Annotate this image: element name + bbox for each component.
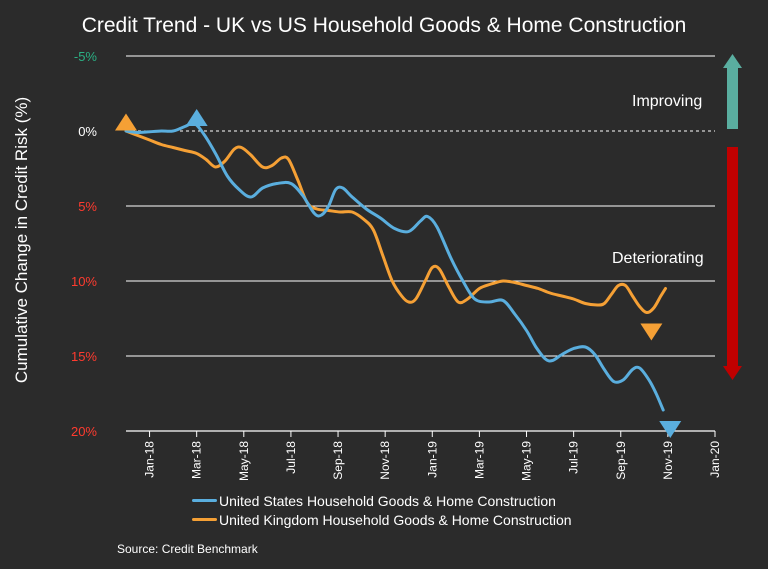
x-tick-label: Sep-18 bbox=[331, 441, 345, 480]
y-tick-labels: -5% 0% 5% 10% 15% 20% bbox=[71, 49, 97, 439]
x-tick-label: Jan-20 bbox=[708, 441, 722, 478]
x-tick-label: Sep-19 bbox=[614, 441, 628, 480]
x-tick-label: Jan-19 bbox=[425, 441, 439, 478]
gridlines bbox=[126, 55, 715, 357]
legend: United States Household Goods & Home Con… bbox=[192, 491, 572, 529]
x-tick-label: May-18 bbox=[237, 441, 251, 481]
improving-annotation: Improving bbox=[632, 93, 703, 110]
deteriorating-arrow-head bbox=[723, 366, 742, 380]
legend-item-us: United States Household Goods & Home Con… bbox=[192, 491, 572, 510]
x-tick-label: May-19 bbox=[520, 441, 534, 481]
legend-item-uk: United Kingdom Household Goods & Home Co… bbox=[192, 510, 572, 529]
y-tick-label: 15% bbox=[71, 349, 97, 364]
us-up-marker bbox=[185, 109, 208, 126]
x-tick-label: Nov-18 bbox=[378, 441, 392, 480]
x-tick-label: Nov-19 bbox=[661, 441, 675, 480]
y-tick-label: -5% bbox=[74, 49, 98, 64]
deteriorating-arrow-shaft bbox=[727, 147, 738, 367]
y-tick-label: 10% bbox=[71, 274, 97, 289]
legend-swatch-us bbox=[192, 499, 217, 502]
us-series-line bbox=[124, 121, 665, 412]
improving-arrow-shaft bbox=[727, 67, 738, 129]
x-tick-label: Mar-19 bbox=[472, 441, 486, 479]
y-tick-label: 0% bbox=[78, 124, 97, 139]
x-tick-labels: Jan-18 Mar-18 May-18 Jul-18 Sep-18 Nov-18 Jan-… bbox=[143, 441, 722, 481]
trend-markers bbox=[115, 109, 682, 438]
legend-swatch-uk bbox=[192, 518, 217, 521]
x-tick-label: Jan-18 bbox=[143, 441, 157, 478]
axes bbox=[126, 430, 716, 437]
direction-arrows bbox=[723, 54, 742, 380]
x-tick-label: Jul-18 bbox=[284, 441, 298, 474]
improving-arrow-head bbox=[723, 54, 742, 68]
x-tick-label: Jul-19 bbox=[567, 441, 581, 474]
uk-up-marker bbox=[115, 113, 137, 131]
us-down-marker bbox=[659, 421, 682, 438]
legend-label-uk: United Kingdom Household Goods & Home Co… bbox=[219, 511, 572, 528]
legend-label-us: United States Household Goods & Home Con… bbox=[219, 492, 556, 509]
series-lines bbox=[124, 121, 667, 412]
y-tick-label: 20% bbox=[71, 424, 97, 439]
source-note: Source: Credit Benchmark bbox=[117, 542, 258, 556]
x-tick-label: Mar-18 bbox=[190, 441, 204, 479]
y-tick-label: 5% bbox=[78, 199, 97, 214]
uk-down-marker bbox=[640, 323, 663, 341]
uk-series-line bbox=[124, 129, 667, 315]
deteriorating-annotation: Deteriorating bbox=[612, 250, 704, 267]
chart-title: Credit Trend - UK vs US Household Goods … bbox=[81, 14, 687, 37]
